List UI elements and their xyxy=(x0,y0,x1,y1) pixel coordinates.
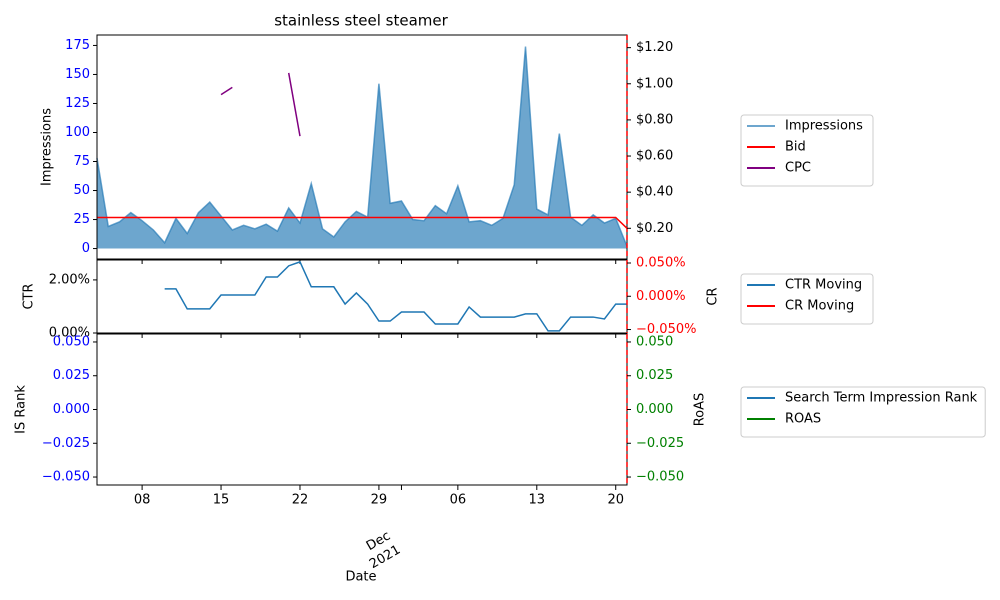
x-axis-label: Date xyxy=(345,570,376,585)
line xyxy=(164,260,627,332)
legend-label: CPC xyxy=(785,161,811,176)
x-tick-label: 20 xyxy=(607,493,624,508)
area xyxy=(97,46,627,249)
y-axis-label: Impressions xyxy=(40,108,55,186)
chart-title: stainless steel steamer xyxy=(274,12,448,30)
y-tick-label: 125 xyxy=(65,96,90,111)
legend-label: ROAS xyxy=(785,412,821,427)
y-tick-label: 0.050 xyxy=(53,334,90,349)
y2-tick-label: 0.000% xyxy=(636,289,686,304)
y2-tick-label: −0.050 xyxy=(636,470,684,485)
legend-box xyxy=(740,386,986,438)
y2-tick-label: 0.050 xyxy=(636,334,673,349)
line xyxy=(97,216,628,229)
area-line xyxy=(96,46,628,247)
x-tick-label: 13 xyxy=(529,493,546,508)
y2-tick-label: $0.20 xyxy=(636,221,673,236)
legend: Search Term Impression Rank ROAS xyxy=(740,386,986,438)
y-tick-label: 2.00% xyxy=(49,272,90,287)
x-tick-label: 22 xyxy=(292,493,309,508)
y-tick-label: 0 xyxy=(82,241,90,256)
x-tick-label: 08 xyxy=(134,493,151,508)
plot-frame xyxy=(96,333,628,486)
y-tick-label: 150 xyxy=(65,67,90,82)
y2-tick-label: 0.000 xyxy=(636,402,673,417)
y-tick-label: 0.025 xyxy=(53,368,90,383)
y2-axis-label: RoAS xyxy=(693,393,708,427)
plot-frame xyxy=(96,259,628,334)
legend: CTR Moving CR Moving xyxy=(740,273,874,325)
legend-label: CR Moving xyxy=(785,299,854,314)
y2-tick-label: −0.025 xyxy=(636,436,684,451)
y2-axis-label: CR xyxy=(706,287,721,305)
legend-label: Search Term Impression Rank xyxy=(785,391,978,406)
y-tick-label: 100 xyxy=(65,125,90,140)
line xyxy=(287,72,301,137)
y-tick-label: −0.025 xyxy=(42,436,90,451)
y-tick-label: 50 xyxy=(73,183,90,198)
legend-label: CTR Moving xyxy=(785,278,862,293)
y2-tick-label: $0.60 xyxy=(636,149,673,164)
y-tick-label: 25 xyxy=(73,212,90,227)
y-tick-label: 75 xyxy=(73,154,90,169)
line xyxy=(220,86,233,96)
y-tick-label: 0.000 xyxy=(53,402,90,417)
y2-tick-label: $0.40 xyxy=(636,185,673,200)
x-tick-label: 06 xyxy=(450,493,467,508)
x-tick-label: 15 xyxy=(213,493,230,508)
y2-tick-label: 0.025 xyxy=(636,368,673,383)
y-axis-label: IS Rank xyxy=(14,385,29,434)
legend-box xyxy=(740,273,874,325)
y2-tick-label: $1.20 xyxy=(636,40,673,55)
y-tick-label: 0.00% xyxy=(49,326,90,341)
y-axis-label: CTR xyxy=(22,283,37,309)
y2-tick-label: $1.00 xyxy=(636,76,673,91)
y-tick-label: 175 xyxy=(65,38,90,53)
legend-label: Impressions xyxy=(785,119,863,134)
x-tick-label: 29 xyxy=(371,493,388,508)
legend: Impressions Bid CPC xyxy=(740,114,874,187)
y-tick-label: −0.050 xyxy=(42,470,90,485)
y2-tick-label: −0.050% xyxy=(636,322,696,337)
legend-label: Bid xyxy=(785,140,806,155)
y2-tick-label: 0.050% xyxy=(636,255,686,270)
y2-tick-label: $0.80 xyxy=(636,112,673,127)
